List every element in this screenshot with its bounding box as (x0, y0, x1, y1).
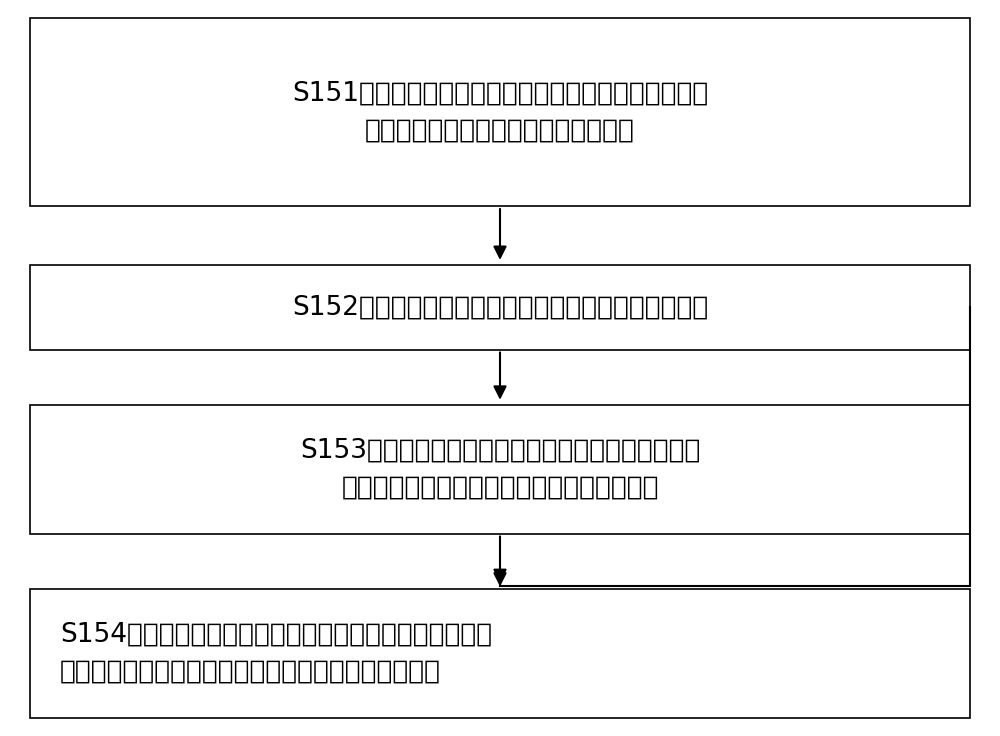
Text: S152：判断每辆共享单车的停放时间是否超过预设时间: S152：判断每辆共享单车的停放时间是否超过预设时间 (292, 294, 708, 320)
Bar (30, 405, 970, 534)
Text: S154：如果超过预设时间，则将超过预设时间的共享单车: S154：如果超过预设时间，则将超过预设时间的共享单车 (60, 622, 492, 648)
Bar (30, 18, 970, 206)
Bar (30, 589, 970, 718)
Text: 量的调度区域内的共享单车的停放时间: 量的调度区域内的共享单车的停放时间 (365, 118, 635, 144)
Text: 间的共享单车的收费策略设置为预设收费策略: 间的共享单车的收费策略设置为预设收费策略 (341, 475, 659, 500)
Text: 的收费策略设置为不同于预设收费策略的激励收费策略: 的收费策略设置为不同于预设收费策略的激励收费策略 (60, 659, 441, 684)
Text: S153：如果没有超过预设时间，则将没有超过预设时: S153：如果没有超过预设时间，则将没有超过预设时 (300, 438, 700, 464)
Text: S151：如果没有达到预设数量，则获取没有达到预设数: S151：如果没有达到预设数量，则获取没有达到预设数 (292, 81, 708, 107)
Bar (30, 265, 970, 350)
